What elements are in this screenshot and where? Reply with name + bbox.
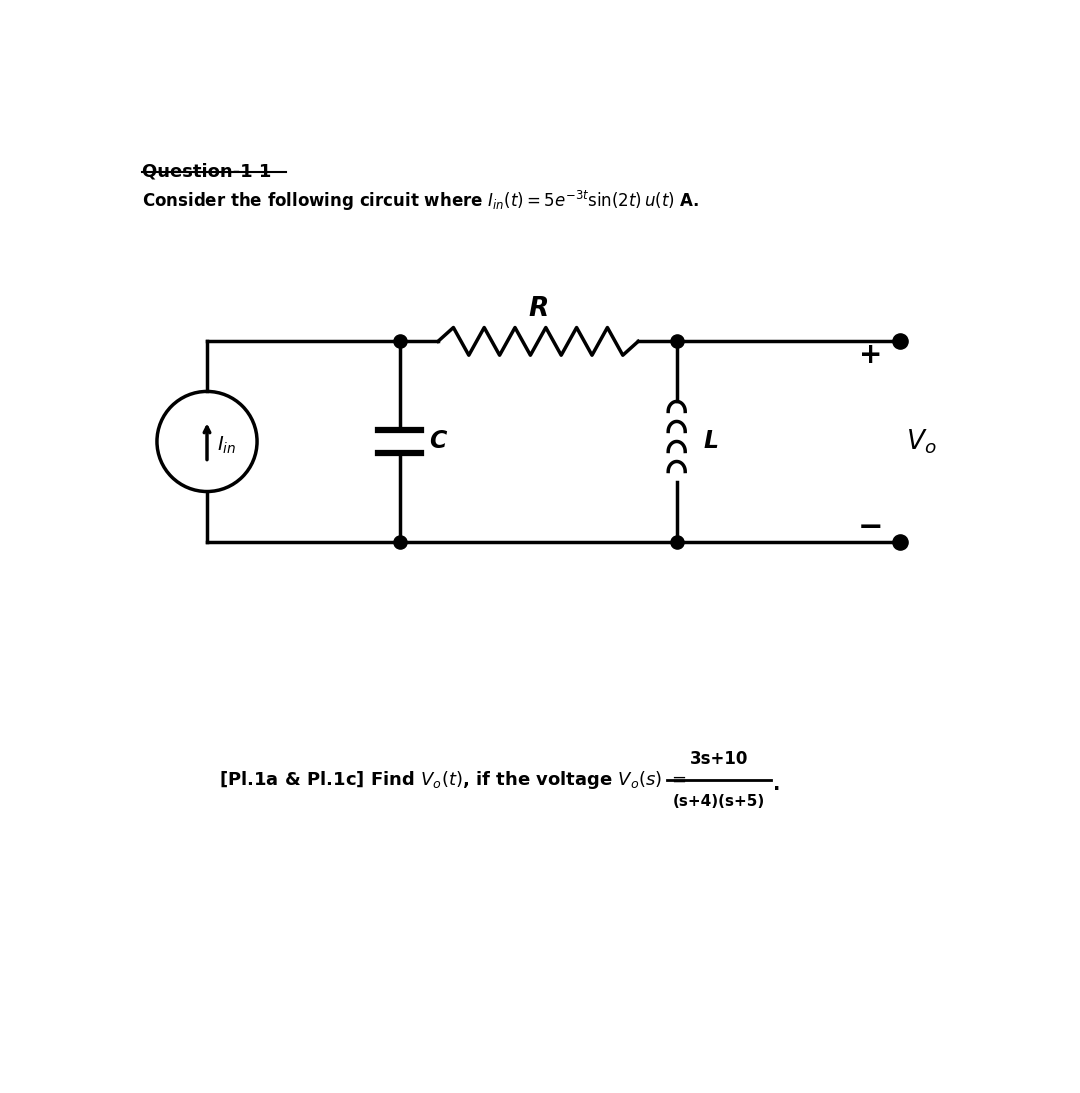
Point xyxy=(391,332,408,350)
Text: L: L xyxy=(704,430,718,454)
Text: [Pl.1a & Pl.1c] Find $V_o(t)$, if the voltage $V_o(s)\ =\ $: [Pl.1a & Pl.1c] Find $V_o(t)$, if the vo… xyxy=(218,769,686,791)
Point xyxy=(891,532,908,550)
Point xyxy=(391,532,408,550)
Text: $V_o$: $V_o$ xyxy=(906,427,936,456)
Text: Consider the following circuit where $I_{in}(t) = 5e^{-3t}\sin(2t)\,u(t)$ A.: Consider the following circuit where $I_… xyxy=(141,189,699,213)
Point xyxy=(669,332,686,350)
Text: +: + xyxy=(859,341,882,369)
Text: .: . xyxy=(773,775,781,794)
Text: R: R xyxy=(528,296,549,322)
Text: Question-1 1: Question-1 1 xyxy=(141,163,271,180)
Text: $I_{in}$: $I_{in}$ xyxy=(217,435,237,456)
Point xyxy=(669,532,686,550)
Point xyxy=(891,332,908,350)
Text: −: − xyxy=(858,514,883,542)
Text: (s+4)(s+5): (s+4)(s+5) xyxy=(673,795,765,809)
Text: C: C xyxy=(429,430,446,454)
Text: 3s+10: 3s+10 xyxy=(690,750,748,767)
